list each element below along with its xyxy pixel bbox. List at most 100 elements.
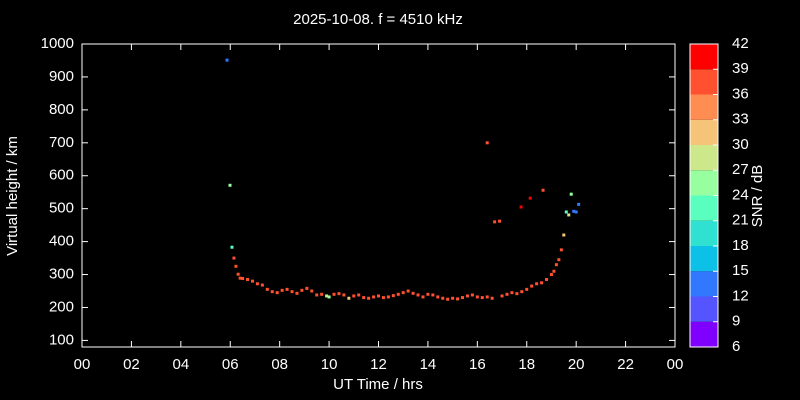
data-point [557,258,561,262]
colorbar-tick-label: 30 [732,136,749,153]
data-point [396,292,400,296]
data-point [577,202,581,206]
data-point [515,292,519,296]
data-point [470,293,474,297]
data-point [411,291,415,295]
data-point [456,297,460,301]
data-point [230,245,234,249]
colorbar-bin [690,220,718,246]
colorbar-tick-label: 12 [732,287,749,304]
data-point [332,292,336,296]
data-point [500,294,504,298]
x-tick-label: 16 [469,356,486,373]
data-point [530,284,534,288]
data-point [493,220,497,224]
x-tick-label: 22 [617,356,634,373]
data-point [228,183,232,187]
data-point [559,248,563,252]
y-tick-label: 200 [49,298,74,315]
y-tick-label: 600 [49,167,74,184]
data-point [436,295,440,299]
data-point [540,281,544,285]
data-point [290,290,294,294]
data-point [377,294,380,298]
data-point [342,293,346,297]
data-point [260,283,264,287]
data-point [554,263,558,267]
colorbar-bin [690,195,718,221]
data-point [519,205,523,209]
colorbar-tick-label: 6 [732,338,740,355]
colorbar-bin [690,119,718,145]
data-point [569,192,573,196]
colorbar-tick-label: 15 [732,262,749,279]
data-point [270,290,274,294]
data-point [416,293,420,297]
colorbar-tick-label: 36 [732,85,749,102]
data-point [426,292,430,296]
data-point [285,287,289,291]
data-point [391,294,395,298]
y-tick-label: 700 [49,134,74,151]
data-point [498,219,502,223]
y-tick-label: 800 [49,101,74,118]
colorbar-tick-label: 27 [732,161,749,178]
y-tick-label: 1000 [41,35,74,52]
data-point [255,282,259,286]
data-point [238,276,242,280]
colorbar-bin [690,145,718,171]
data-point [520,290,524,294]
data-point [372,295,376,299]
data-point [485,295,489,299]
data-point [549,273,553,277]
data-point [421,295,425,299]
data-point [510,291,514,295]
data-point [347,296,351,300]
data-point [564,210,568,214]
x-tick-label: 20 [568,356,585,373]
x-tick-label: 00 [74,356,91,373]
data-point [241,276,245,280]
colorbar-bin [690,170,718,196]
colorbar-tick-label: 24 [732,186,749,203]
colorbar-bin [690,271,718,297]
data-point [250,279,254,283]
colorbar-bin [690,246,718,272]
x-tick-label: 00 [667,356,684,373]
colorbar-bin [690,296,718,322]
data-point [357,293,361,297]
data-point [275,291,279,295]
x-tick-label: 14 [420,356,437,373]
colorbar-bin [690,69,718,95]
data-point [485,141,489,145]
data-point [441,296,445,300]
x-tick-label: 08 [271,356,288,373]
data-point [300,288,304,292]
x-tick-label: 12 [370,356,387,373]
data-point [535,282,539,286]
data-point [367,296,371,300]
x-tick-label: 04 [172,356,189,373]
y-tick-label: 100 [49,331,74,348]
y-tick-label: 400 [49,233,74,250]
data-point [406,289,410,293]
colorbar-bin [690,321,718,347]
data-point [386,295,390,299]
data-point [572,209,576,213]
data-point [325,294,329,298]
y-tick-label: 300 [49,266,74,283]
colorbar-label: SNR / dB [749,165,766,228]
colorbar-tick-label: 42 [732,35,749,52]
colorbar-tick-label: 39 [732,60,749,77]
data-point [431,293,435,297]
data-point [362,296,366,300]
data-point [545,277,549,281]
data-point [446,297,450,301]
data-point [465,294,469,298]
data-point [295,291,299,295]
y-axis-label: Virtual height / km [4,136,21,256]
data-point [310,289,314,293]
data-point [475,295,479,299]
